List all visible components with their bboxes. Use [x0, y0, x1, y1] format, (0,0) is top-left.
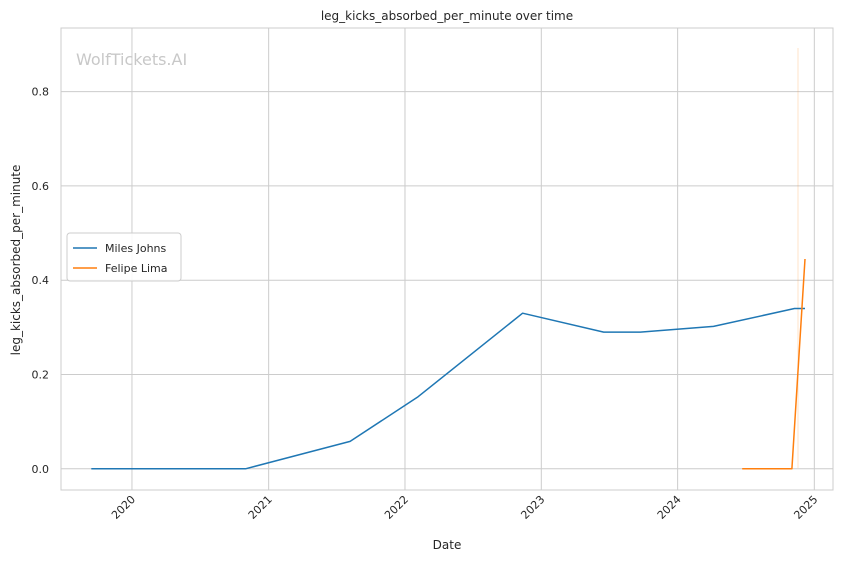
watermark: WolfTickets.AI [76, 50, 187, 69]
y-tick-label: 0.8 [32, 86, 50, 99]
x-tick-label: 2020 [109, 493, 138, 522]
x-tick-label: 2025 [791, 493, 820, 522]
y-tick-label: 0.4 [32, 274, 50, 287]
y-tick-label: 0.0 [32, 463, 50, 476]
series-layer [91, 258, 806, 470]
legend-box [66, 232, 182, 282]
plot-background [60, 27, 834, 491]
y-tick-labels: 0.0 0.2 0.4 0.6 0.8 [32, 86, 50, 476]
x-tick-label: 2023 [518, 493, 547, 522]
legend-label-felipe-lima: Felipe Lima [105, 262, 168, 275]
series-line-felipe-lima [742, 258, 806, 470]
y-axis-label: leg_kicks_absorbed_per_minute [9, 165, 23, 356]
chart-title: leg_kicks_absorbed_per_minute over time [321, 9, 573, 23]
x-tick-label: 2024 [655, 493, 684, 522]
x-tick-label: 2022 [382, 493, 411, 522]
legend: Miles Johns Felipe Lima [66, 232, 182, 282]
legend-label-miles-johns: Miles Johns [105, 242, 167, 255]
x-axis-label: Date [433, 538, 462, 552]
y-tick-label: 0.6 [32, 180, 50, 193]
series-line-miles-johns [91, 307, 805, 470]
x-tick-label: 2021 [246, 493, 275, 522]
x-tick-labels: 2020 2021 2022 2023 2024 2025 [109, 493, 820, 522]
y-tick-label: 0.2 [32, 369, 50, 382]
